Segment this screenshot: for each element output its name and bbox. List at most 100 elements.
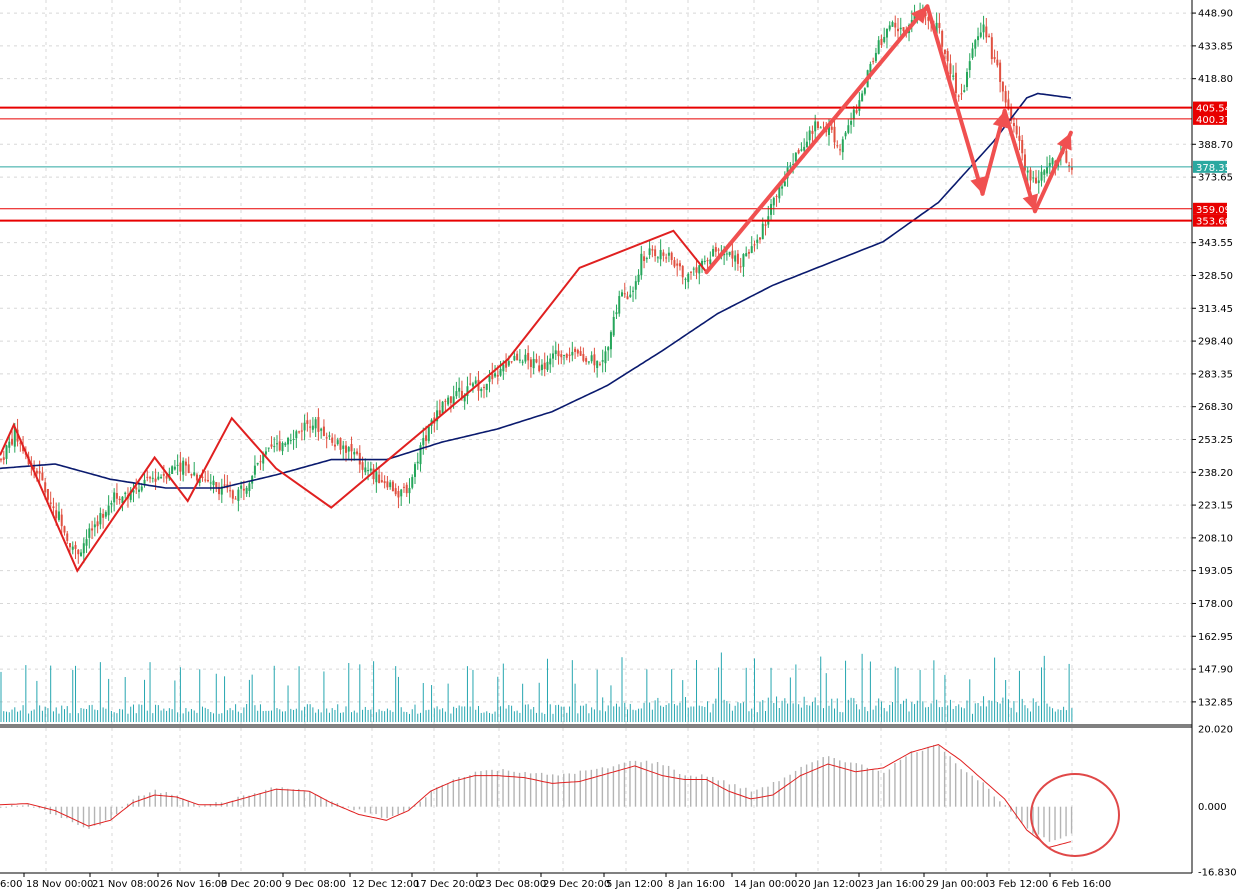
volume-bar [108,678,110,722]
candle-body [488,376,491,382]
candle-body [425,435,428,441]
volume-bar [806,704,808,722]
candle-body [138,489,140,492]
macd-histogram-bar [546,774,548,807]
volume-bar [820,656,822,722]
candle-body [256,462,259,465]
candle-body [1043,170,1046,175]
volume-bar [14,707,16,722]
volume-bar [339,712,341,722]
candle-body [538,365,541,372]
candle-body [8,441,11,448]
macd-histogram-bar [93,806,96,826]
candle-body [505,361,508,368]
candle-body [546,361,549,370]
macd-tick-label: 0.000 [1198,802,1227,813]
volume-bar [916,700,918,722]
macd-histogram-bar [905,756,907,807]
volume-bar [690,706,692,722]
volume-bar [1024,705,1026,722]
volume-bar [494,711,496,722]
volume-bar [475,709,477,722]
candle-body [728,251,731,255]
volume-bar [897,667,899,722]
volume-bar [660,705,662,722]
candle-body [830,126,833,130]
volume-bar [770,667,772,722]
candle-body [311,425,314,430]
candle-body [270,444,273,447]
volume-bar [204,707,206,722]
macd-histogram-bar [436,787,438,807]
price-tick-label: 147.90 [1198,665,1233,676]
volume-bar [97,710,99,722]
price-level-tag [1193,160,1227,173]
candle-body [847,125,850,133]
volume-bar [257,710,259,722]
volume-bar [1010,707,1012,722]
candle-body [855,110,858,113]
time-tick-label: 17 Dec 20:00 [414,879,481,890]
volume-bar [571,660,573,722]
volume-bar [397,676,399,722]
candle-body [300,430,303,432]
volume-bar [207,709,209,722]
volume-bar [284,711,286,722]
candle-body [979,32,982,37]
volume-bar [367,709,369,722]
candle-body [1001,81,1004,92]
candle-body [1051,158,1054,165]
volume-bar [947,705,949,722]
candle-body [182,460,185,475]
volume-bar [83,708,85,722]
volume-bar [599,710,601,722]
candle-body [320,428,323,431]
macd-histogram-bar [1054,806,1056,841]
macd-histogram-bar [1010,806,1012,812]
candle-body [416,461,419,464]
candle-body [516,353,519,361]
volume-bar [196,712,198,722]
volume-bar [428,709,430,722]
macd-histogram-bar [231,800,234,807]
candle-body [521,361,524,363]
candle-body [687,273,690,282]
macd-histogram-bar [601,767,604,807]
macd-histogram-bar [1037,806,1040,835]
volume-bar [836,698,838,722]
volume-bar [431,685,433,722]
volume-bar [466,666,468,722]
candle-body [259,461,262,463]
candle-body [57,511,60,520]
volume-bar [740,703,742,722]
candle-body [554,350,557,355]
volume-bar [955,706,957,722]
candle-body [676,263,679,266]
volume-bar [991,700,993,722]
volume-bar [519,712,521,722]
volume-bar [632,709,634,722]
macd-histogram-bar [104,806,107,821]
macd-histogram-bar [855,763,857,807]
volume-bar [861,653,863,722]
candle-body [604,351,607,364]
volume-bar [640,708,642,722]
candle-body [220,486,223,495]
candle-body [471,383,474,387]
candle-body [452,396,455,405]
volume-bar [930,703,932,722]
volume-bar [665,704,667,722]
candle-body [298,431,301,433]
volume-bar [831,698,833,722]
macd-histogram-bar [607,768,609,807]
candle-body [35,470,38,474]
volume-bar [442,708,444,722]
volume-bar [39,705,41,722]
macd-histogram-bar [204,805,206,807]
volume-bar [345,706,347,722]
price-level-tag [1193,202,1227,215]
macd-histogram-bar [557,775,559,807]
volume-bar [949,699,951,722]
volume-bar [477,705,479,722]
candle-body [157,476,160,480]
